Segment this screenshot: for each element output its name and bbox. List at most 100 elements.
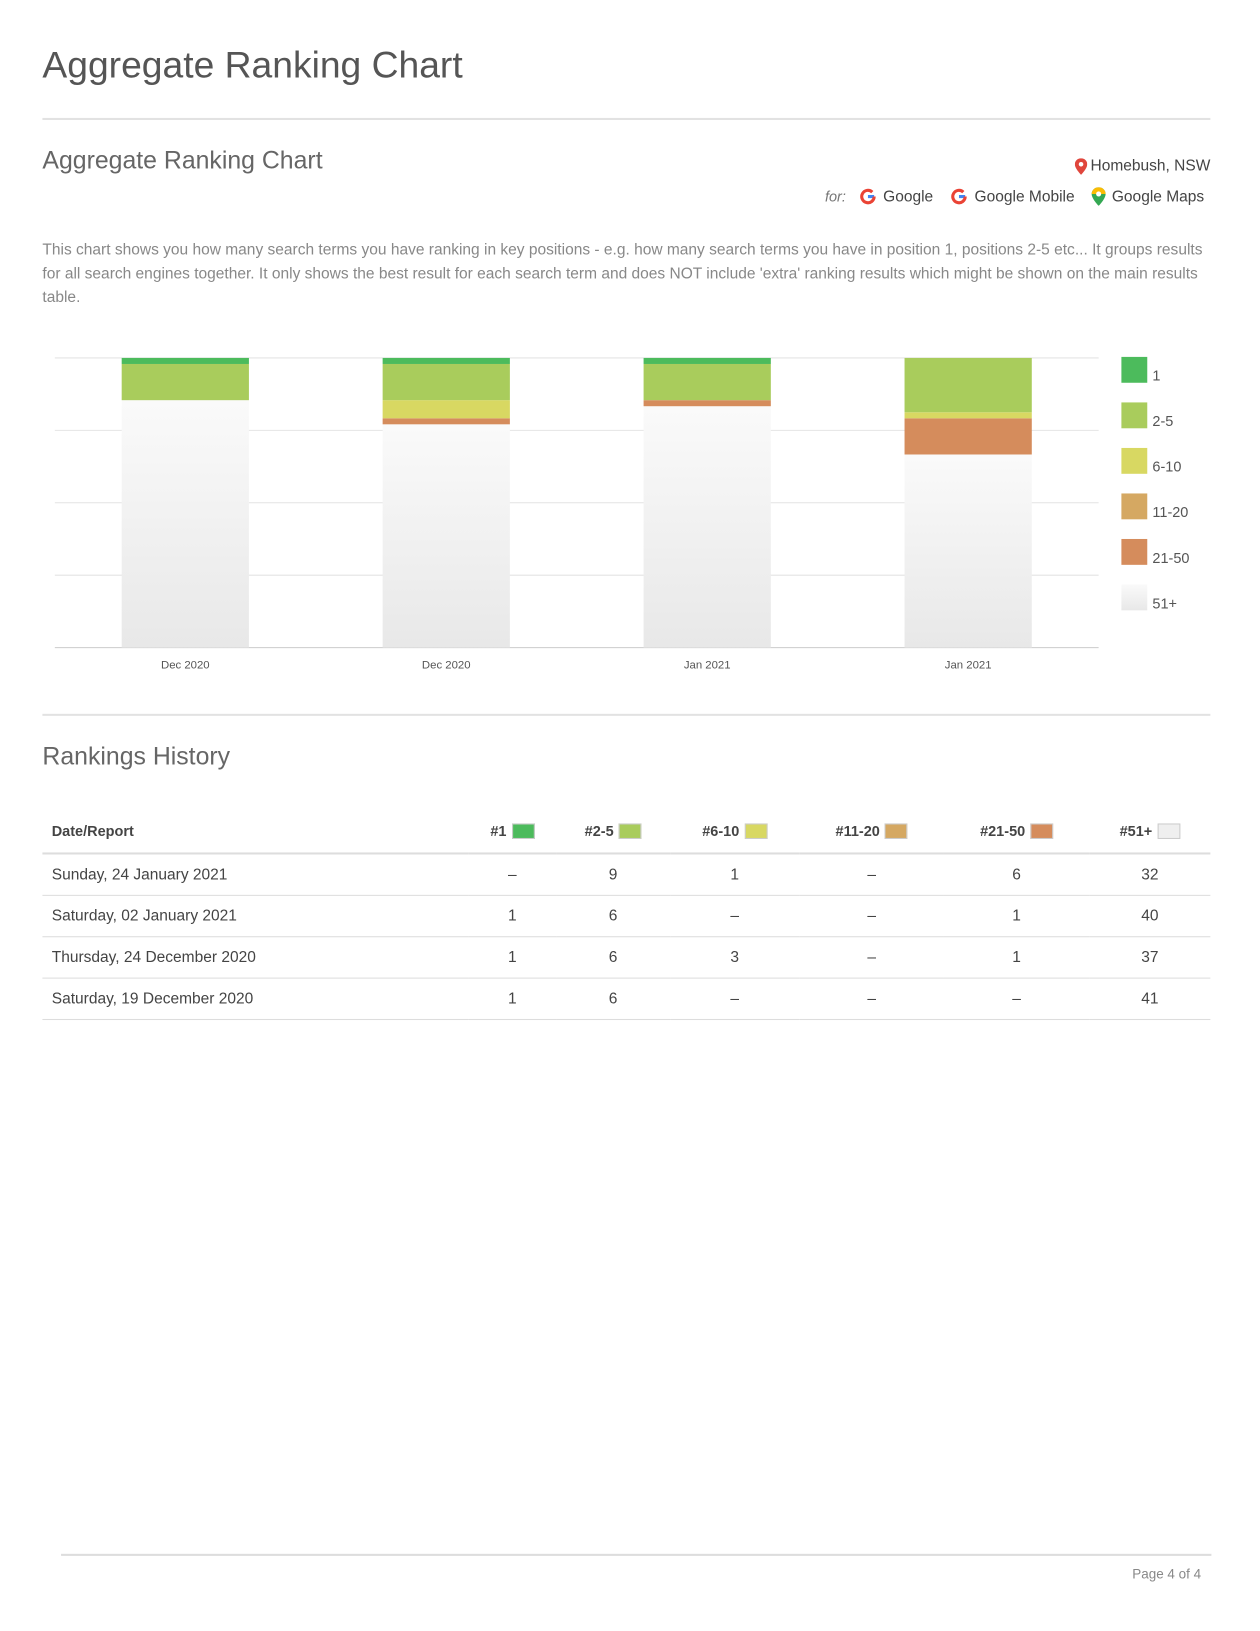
column-header-text: #51+ [1119,822,1153,839]
table-cell-text: 6 [608,907,618,925]
table-cell-text: 40 [1141,907,1159,925]
swatch [744,823,768,840]
table-cell: – [669,978,800,1021]
table-cell: 1 [943,936,1090,979]
table-cell: 3 [669,936,800,979]
table-cell: 32 [1089,853,1211,896]
table-cell: – [669,895,800,938]
swatch [511,823,535,840]
bar-segment [904,357,1032,413]
bar-segment [121,357,249,364]
column-header-text: #1 [490,822,507,839]
table-row: Thursday, 24 December 2020 1 6 3 – 1 37 [42,936,1211,979]
column-header-text: #11-20 [835,822,880,839]
table-cell: 1 [468,978,557,1021]
bar-segment [382,424,510,648]
bar-segment [643,400,771,407]
table-cell-text: 32 [1141,865,1159,884]
legend-swatch [1121,402,1148,429]
engine: Google [883,187,934,206]
chart: Dec 2020 Dec 2020 Jan 2021 Jan 2021 1 2-5 6-10… [54,356,1189,671]
x-tick-label: Jan 2021 [945,659,992,671]
table-cell: 6 [556,936,670,979]
table-cell-text: 41 [1141,990,1159,1008]
bar-segment [643,406,771,648]
swatch [1030,823,1054,840]
table-cell: Saturday, 02 January 2021 [42,895,469,938]
x-tick-label: Jan 2021 [684,659,731,671]
engine: Google Mobile [974,187,1075,206]
table-cell-text: 6 [608,948,618,967]
table-cell-text: 3 [730,948,740,967]
column-header: #21-50 [943,808,1090,855]
legend-swatch [1121,447,1148,474]
x-tick-label: Dec 2020 [422,659,471,671]
table-cell-text: 1 [508,990,517,1008]
table-cell-text: 6 [1012,865,1021,884]
for-label: for: [824,188,846,205]
table-row: Saturday, 02 January 2021 1 6 – – 1 40 [42,895,1211,938]
table-cell: – [799,978,944,1021]
table-cell: – [799,936,944,979]
table-cell: 1 [468,936,557,979]
engines: for: Google Google Mobile Google Maps [825,187,1204,206]
table-cell-text: – [867,990,876,1008]
column-header: #2-5 [556,808,670,855]
legend-label: 1 [1152,369,1160,385]
table-cell: 1 [669,853,800,896]
table-cell: – [943,978,1090,1021]
swatch [884,823,908,840]
bar-segment [643,363,771,401]
bar-segment [382,363,510,401]
table-cell-text: Sunday, 24 January 2021 [51,865,228,884]
description: This chart shows you how many search ter… [42,241,1203,307]
page-title: Aggregate Ranking Chart [42,43,463,86]
table-cell-text: – [1012,990,1021,1008]
divider [42,713,1211,716]
bar-segment [904,412,1032,419]
table-cell-text: Saturday, 02 January 2021 [51,907,237,925]
legend-label: 11-20 [1152,505,1188,521]
table-cell-text: – [730,990,740,1008]
legend-swatch [1121,356,1148,383]
column-header-text: #6-10 [702,822,740,839]
bar-segment [121,363,249,401]
divider [42,117,1211,121]
table-cell: 6 [556,895,670,938]
table-cell: 9 [556,853,670,896]
column-header: Date/Report [42,808,469,855]
table-cell: 41 [1089,978,1211,1021]
table-cell-text: Thursday, 24 December 2020 [51,948,256,967]
table-cell-text: 1 [1012,948,1021,967]
location: Homebush, NSW [1074,157,1210,175]
section-title: Aggregate Ranking Chart [42,146,323,175]
table-cell: 1 [468,895,557,938]
table-cell-text: Saturday, 19 December 2020 [51,990,254,1008]
table-cell-text: – [867,907,876,925]
table-cell: Sunday, 24 January 2021 [42,853,469,896]
table-cell-text: 9 [608,865,618,884]
bar-segment [904,418,1032,455]
table-cell: 37 [1089,936,1211,979]
legend-label: 6-10 [1152,460,1181,476]
pin-icon [1074,157,1088,175]
x-tick-label: Dec 2020 [161,659,210,671]
legend-swatch [1121,538,1148,565]
table-cell-text: – [730,907,740,925]
column-header-text: #21-50 [980,822,1026,839]
table-cell: – [799,895,944,938]
header-row: Date/Report #1 #2-5 #6-10 #11-20 #21-50 #51+ [42,808,1211,855]
table-cell-text: 1 [730,865,740,884]
legend-swatch [1121,493,1148,520]
table-cell-text: 1 [508,948,517,967]
table-cell: 6 [556,978,670,1021]
table-row: Saturday, 19 December 2020 1 6 – – – 41 [42,978,1211,1021]
footer-rule [61,1553,1212,1556]
swatch [1157,823,1181,840]
table-row: Sunday, 24 January 2021 – 9 1 – 6 32 [42,853,1211,896]
table-cell: – [799,853,944,896]
legend-label: 51+ [1152,596,1177,612]
engine: Google Maps [1111,187,1205,206]
column-header: #6-10 [669,808,800,855]
bar-segment [382,418,510,425]
